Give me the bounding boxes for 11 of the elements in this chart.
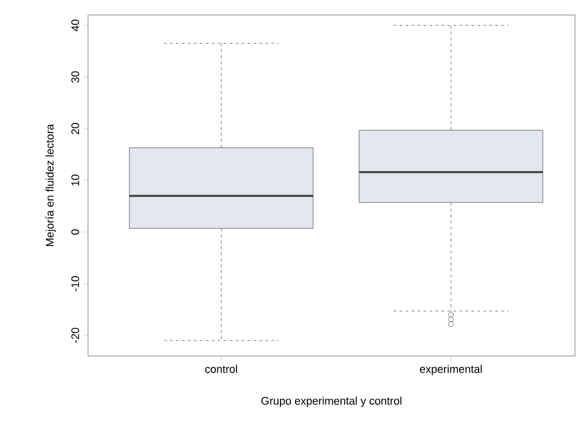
y-tick-label: 0 (71, 229, 80, 235)
y-tick-label: -10 (71, 276, 80, 292)
y-tick-label: 10 (71, 174, 80, 186)
x-tick-label: experimental (420, 364, 482, 376)
y-tick-label: -20 (71, 328, 80, 343)
y-tick-label: 20 (71, 122, 80, 134)
y-tick-label: 30 (71, 71, 80, 83)
x-tick-label: control (205, 364, 237, 373)
y-axis-title: Mejoría en fluidez lectora (45, 124, 56, 246)
x-axis-title: Grupo experimental y control (261, 396, 402, 407)
y-tick-label: 40 (71, 20, 80, 32)
